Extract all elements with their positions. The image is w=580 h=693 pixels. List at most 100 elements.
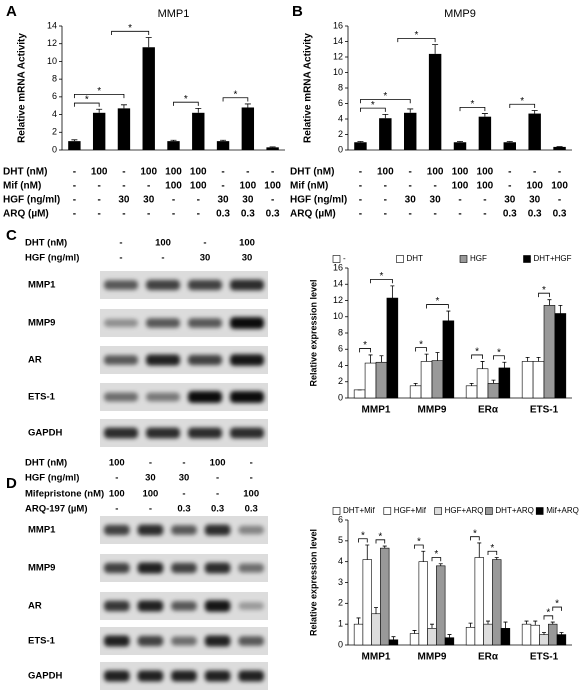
treatment-cell: - [558, 167, 561, 178]
significance-label: * [555, 599, 559, 610]
treatment-cell: - [458, 209, 461, 220]
bar [388, 639, 399, 646]
treatment-cell: - [119, 238, 122, 249]
treatment-cell: 100 [377, 167, 394, 178]
treatment-cell: - [115, 504, 118, 515]
x-tick-label: ETS-1 [530, 652, 559, 663]
protein-label: MMP9 [28, 318, 55, 329]
y-tick-label: 8 [338, 327, 343, 337]
x-tick-label: MMP9 [418, 652, 447, 663]
error-bar [536, 356, 541, 362]
treatment-cell: 30 [217, 195, 229, 206]
bar [380, 547, 390, 646]
treatment-cell: - [172, 195, 175, 206]
y-tick-label: 10 [47, 56, 57, 66]
error-bar [244, 103, 251, 108]
error-bar [503, 621, 508, 629]
treatment-cell: 30 [504, 195, 516, 206]
significance-bracket [470, 536, 480, 541]
treatment-cell: - [384, 181, 387, 192]
treatment-cell: 30 [145, 473, 156, 484]
treatment-cell: - [384, 195, 387, 206]
error-bar [502, 361, 507, 368]
bar [216, 141, 230, 150]
y-tick-label: 14 [333, 279, 343, 289]
treatment-cell: - [182, 489, 185, 500]
treatment-label: HGF (ng/ml) [290, 195, 347, 206]
treatment-label: Mif (nM) [290, 181, 328, 192]
treatment-cell: - [73, 167, 76, 178]
error-bar [374, 607, 378, 614]
significance-label: * [419, 339, 423, 350]
bar [453, 142, 467, 150]
treatment-label: ARQ-197 (µM) [25, 504, 87, 515]
treatment-label: DHT (nM) [25, 458, 67, 469]
treatment-cell: 30 [242, 253, 253, 264]
blot-band [188, 391, 222, 403]
treatment-cell: - [122, 209, 125, 220]
bar [487, 383, 500, 399]
error-bar [365, 544, 370, 560]
significance-label: * [233, 89, 237, 100]
treatment-cell: 100 [452, 167, 469, 178]
treatment-cell: 0.3 [528, 209, 542, 220]
treatment-cell: - [359, 181, 362, 192]
error-bar [477, 542, 482, 558]
y-tick-label: 12 [333, 295, 343, 305]
legend-label: Mif+ARQ [546, 506, 579, 515]
error-bar [481, 113, 488, 117]
blot-band [238, 636, 264, 646]
blot-band [137, 635, 164, 647]
treatment-cell: 100 [165, 167, 182, 178]
significance-bracket [397, 38, 436, 43]
y-tick-label: 0 [338, 392, 343, 402]
bar [266, 147, 279, 150]
bar [553, 146, 566, 150]
bar [375, 361, 388, 399]
treatment-cell: - [384, 209, 387, 220]
significance-label: * [497, 347, 501, 358]
error-bar [480, 361, 485, 369]
blot-band [104, 635, 130, 647]
bar [142, 47, 155, 150]
treatment-cell: - [359, 195, 362, 206]
bar [241, 107, 255, 150]
bar [427, 628, 437, 646]
protein-label: MMP9 [28, 563, 55, 574]
blot-band [171, 562, 197, 574]
significance-bracket [538, 292, 550, 298]
bar [379, 118, 392, 150]
bar [465, 385, 478, 399]
error-bar [438, 563, 443, 566]
treatment-label: DHT (nM) [25, 238, 67, 249]
treatment-cell: - [250, 458, 253, 469]
blot-band [104, 427, 138, 439]
blot-band [137, 524, 164, 536]
bar [543, 305, 556, 399]
significance-bracket [493, 355, 505, 360]
bar [492, 559, 502, 646]
error-bar [446, 310, 451, 321]
blot-band [104, 600, 130, 612]
treatment-cell: - [433, 209, 436, 220]
error-bar [533, 620, 538, 626]
error-bar [145, 37, 152, 48]
treatment-label: Mifepristone (nM) [25, 489, 104, 500]
blot-band [104, 562, 130, 574]
significance-bracket [111, 30, 150, 36]
bar [192, 112, 205, 150]
significance-label: * [470, 99, 474, 110]
treatment-cell: - [172, 209, 175, 220]
error-bar [368, 354, 373, 364]
bar [353, 389, 366, 399]
treatment-cell: - [197, 209, 200, 220]
error-bar [391, 636, 396, 640]
protein-label: AR [28, 355, 42, 366]
significance-label: * [436, 296, 440, 307]
bar [530, 624, 540, 646]
y-axis-label: Relative mRNA Activity [303, 33, 314, 143]
treatment-cell: 30 [118, 195, 130, 206]
bar [465, 626, 476, 646]
